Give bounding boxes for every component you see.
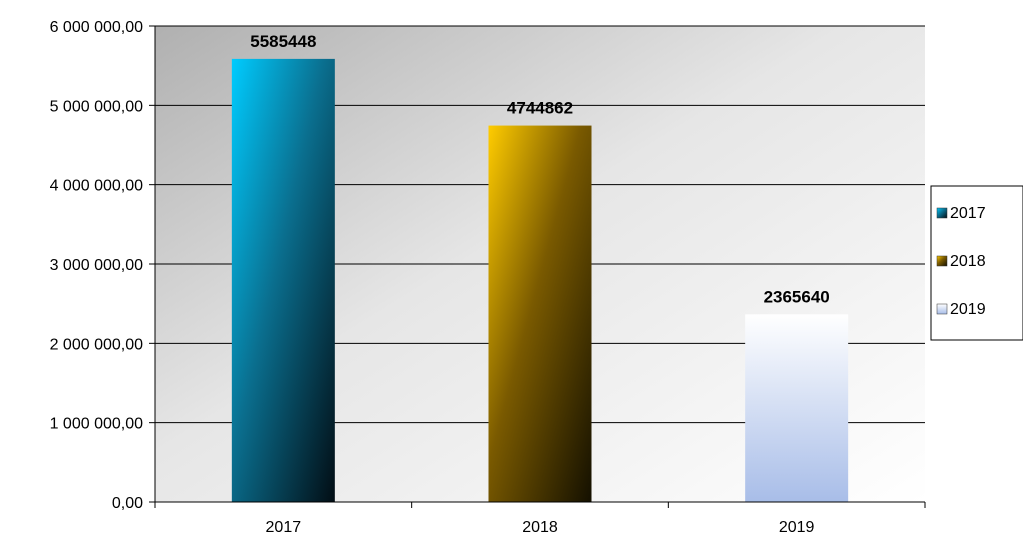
x-tick-label: 2018 bbox=[522, 519, 558, 536]
y-tick-label: 0,00 bbox=[112, 495, 143, 512]
legend-swatch bbox=[936, 303, 948, 315]
x-tick-label: 2019 bbox=[779, 519, 815, 536]
y-tick-label: 1 000 000,00 bbox=[50, 416, 144, 433]
axes bbox=[149, 25, 926, 508]
data-label: 2365640 bbox=[764, 287, 830, 306]
legend-label: 2017 bbox=[950, 205, 986, 222]
legend-label: 2019 bbox=[950, 301, 986, 318]
y-tick-labels: 0,00 1 000 000,00 2 000 000,00 3 000 000,00… bbox=[50, 19, 144, 512]
y-tick-label: 3 000 000,00 bbox=[50, 257, 144, 274]
legend-label: 2018 bbox=[950, 253, 986, 270]
bar-2019 bbox=[745, 314, 849, 502]
data-label: 4744862 bbox=[507, 99, 573, 118]
y-tick-label: 5 000 000,00 bbox=[50, 98, 144, 115]
legend: 2017 2018 2019 bbox=[930, 185, 1023, 341]
legend-swatch bbox=[936, 255, 948, 267]
x-tick-labels: 2017 2018 2019 bbox=[266, 519, 815, 536]
y-tick-label: 2 000 000,00 bbox=[50, 336, 144, 353]
bar-2018 bbox=[488, 125, 592, 502]
y-tick-label: 4 000 000,00 bbox=[50, 178, 144, 195]
y-tick-label: 6 000 000,00 bbox=[50, 19, 144, 36]
bar-2017 bbox=[231, 58, 335, 503]
bars bbox=[231, 58, 849, 503]
legend-swatch bbox=[936, 207, 948, 219]
x-tick-label: 2017 bbox=[266, 519, 302, 536]
data-labels: 5585448 4744862 2365640 bbox=[250, 32, 830, 306]
data-label: 5585448 bbox=[250, 32, 316, 51]
